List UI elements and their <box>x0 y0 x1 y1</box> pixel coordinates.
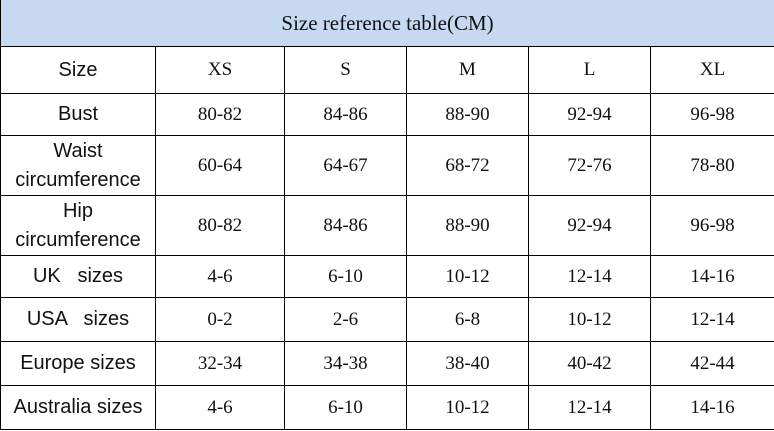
cell: 12-14 <box>528 255 651 298</box>
column-header: L <box>528 46 651 94</box>
row-label: UK sizes <box>0 255 156 298</box>
cell: 40-42 <box>528 341 651 386</box>
cell: 6-10 <box>284 255 407 298</box>
cell: 0-2 <box>155 297 285 342</box>
table-title: Size reference table(CM) <box>0 0 774 47</box>
cell: 88-90 <box>406 195 529 256</box>
cell: 92-94 <box>528 195 651 256</box>
table-row: Australia sizes 4-6 6-10 10-12 12-14 14-16 <box>0 385 774 430</box>
cell: 96-98 <box>649 93 774 136</box>
cell: 84-86 <box>284 93 407 136</box>
cell: 38-40 <box>406 341 529 386</box>
cell: 6-10 <box>284 385 407 430</box>
cell: 4-6 <box>155 255 285 298</box>
cell: 80-82 <box>155 93 285 136</box>
cell: 96-98 <box>649 195 774 256</box>
cell: 72-76 <box>528 135 651 196</box>
cell: 12-14 <box>649 297 774 342</box>
row-label: Australia sizes <box>0 385 156 430</box>
cell: 84-86 <box>284 195 407 256</box>
column-header: XS <box>155 46 285 94</box>
column-header: S <box>284 46 407 94</box>
table-row: Europe sizes 32-34 34-38 38-40 40-42 42-44 <box>0 341 774 386</box>
cell: 68-72 <box>406 135 529 196</box>
table-row: Waist circumference 60-64 64-67 68-72 72-76 7… <box>0 135 774 196</box>
cell: 12-14 <box>528 385 651 430</box>
cell: 2-6 <box>284 297 407 342</box>
cell: 60-64 <box>155 135 285 196</box>
cell: 42-44 <box>649 341 774 386</box>
cell: 78-80 <box>649 135 774 196</box>
row-label: Hip circumference <box>0 195 156 256</box>
column-header: M <box>406 46 529 94</box>
table-row: Bust 80-82 84-86 88-90 92-94 96-98 <box>0 93 774 136</box>
cell: 80-82 <box>155 195 285 256</box>
cell: 14-16 <box>649 255 774 298</box>
cell: 92-94 <box>528 93 651 136</box>
cell: 10-12 <box>406 255 529 298</box>
cell: 64-67 <box>284 135 407 196</box>
cell: 14-16 <box>649 385 774 430</box>
cell: 34-38 <box>284 341 407 386</box>
table-row: USA sizes 0-2 2-6 6-8 10-12 12-14 <box>0 297 774 342</box>
row-label: USA sizes <box>0 297 156 342</box>
cell: 32-34 <box>155 341 285 386</box>
column-header: XL <box>649 46 774 94</box>
cell: 6-8 <box>406 297 529 342</box>
cell: 10-12 <box>528 297 651 342</box>
cell: 88-90 <box>406 93 529 136</box>
cell: 4-6 <box>155 385 285 430</box>
row-label: Europe sizes <box>0 341 156 386</box>
row-label: Bust <box>0 93 156 136</box>
cell: 10-12 <box>406 385 529 430</box>
header-row: Size XS S M L XL <box>0 46 774 94</box>
row-label: Waist circumference <box>0 135 156 196</box>
column-header: Size <box>0 46 156 94</box>
table-row: UK sizes 4-6 6-10 10-12 12-14 14-16 <box>0 255 774 298</box>
table-row: Hip circumference 80-82 84-86 88-90 92-94 96-… <box>0 195 774 256</box>
